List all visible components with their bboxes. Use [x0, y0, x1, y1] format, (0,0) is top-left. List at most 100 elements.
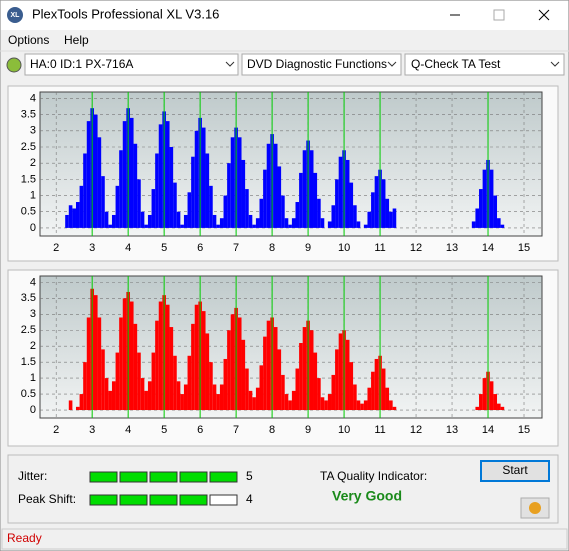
bar — [144, 390, 148, 411]
y-tick-label: 4 — [30, 276, 36, 288]
bar — [119, 317, 123, 411]
bar — [363, 224, 368, 228]
x-tick-label: 7 — [233, 242, 239, 254]
bar — [93, 295, 98, 411]
bar — [155, 153, 159, 228]
bar — [111, 381, 116, 411]
bar — [489, 169, 494, 228]
bar — [173, 182, 177, 228]
bar — [147, 214, 152, 228]
x-tick-label: 5 — [161, 424, 167, 436]
x-tick-label: 12 — [410, 242, 422, 254]
bar — [158, 301, 163, 411]
x-tick-label: 14 — [482, 242, 494, 254]
bar — [288, 400, 292, 411]
bar — [252, 224, 256, 228]
bar — [75, 406, 80, 411]
bar — [104, 211, 109, 228]
x-tick-label: 5 — [161, 242, 167, 254]
y-tick-label: 1 — [30, 372, 36, 384]
x-tick-label: 4 — [125, 242, 131, 254]
bar — [281, 374, 285, 411]
bar — [302, 150, 307, 228]
window-title: PlexTools Professional XL V3.16 — [32, 6, 219, 21]
bar — [187, 192, 192, 228]
bar — [180, 394, 184, 411]
meter-segment — [209, 471, 238, 483]
bar — [180, 224, 184, 228]
bar — [140, 378, 145, 411]
bar — [119, 150, 123, 228]
test-text: Q-Check TA Test — [411, 57, 501, 71]
dropdown-arrow — [550, 61, 560, 67]
bar — [216, 394, 220, 411]
x-tick-label: 3 — [89, 242, 95, 254]
bar — [371, 371, 375, 411]
bar — [223, 195, 228, 228]
maximize-button[interactable] — [493, 9, 505, 21]
bar — [309, 150, 314, 228]
x-tick-label: 14 — [482, 424, 494, 436]
bar — [374, 358, 379, 411]
start-button[interactable] — [480, 460, 550, 482]
bar — [471, 221, 476, 228]
drive-dropdown[interactable] — [24, 53, 239, 76]
dropdown-arrow — [387, 61, 397, 67]
bar — [291, 218, 296, 228]
bar — [284, 394, 289, 411]
x-tick-label: 3 — [89, 424, 95, 436]
function-text: DVD Diagnostic Functions — [247, 57, 387, 71]
drive-icon — [6, 57, 22, 73]
bar — [489, 381, 494, 411]
test-dropdown[interactable] — [404, 53, 565, 76]
bar — [263, 169, 267, 228]
meter-segment — [119, 471, 148, 483]
menu-item[interactable]: Help — [64, 33, 89, 47]
meter-segment — [119, 494, 148, 506]
x-tick-label: 10 — [338, 424, 350, 436]
bar — [101, 349, 105, 411]
close-button[interactable] — [538, 9, 550, 21]
bar — [137, 179, 141, 228]
menu-item[interactable]: Options — [8, 33, 49, 47]
bar — [230, 137, 235, 228]
y-tick-label: 2.5 — [21, 141, 36, 153]
bar — [183, 384, 188, 411]
peak-shift-value: 4 — [246, 492, 253, 506]
bar — [497, 403, 501, 411]
bar — [295, 202, 300, 228]
y-tick-label: 3.5 — [21, 292, 36, 304]
bar — [129, 117, 134, 228]
bar — [482, 169, 487, 228]
bar — [255, 387, 260, 411]
bar — [68, 400, 73, 411]
bar — [389, 400, 393, 411]
bar — [475, 208, 480, 228]
y-tick-label: 2 — [30, 340, 36, 352]
bar — [194, 130, 199, 228]
meter-segment — [179, 494, 208, 506]
bar — [201, 127, 206, 228]
bar — [97, 137, 102, 228]
bar — [360, 403, 364, 411]
meter-segment — [149, 471, 178, 483]
bar — [191, 156, 195, 228]
bar — [500, 224, 505, 228]
chart: 0 0.5 1 1.5 2 2.5 3 3.5 4 2 3 4 5 6 7 8 9 10 11 12 13 14 15 — [21, 275, 543, 436]
bar — [385, 387, 390, 411]
bar — [115, 352, 120, 411]
bar — [482, 378, 487, 411]
bar — [151, 189, 156, 228]
x-tick-label: 13 — [446, 242, 458, 254]
bar — [273, 143, 278, 228]
x-tick-label: 2 — [53, 242, 59, 254]
bar — [83, 153, 87, 228]
bar — [381, 368, 386, 411]
bar — [266, 143, 271, 228]
y-tick-label: 1 — [30, 189, 36, 201]
bar — [187, 355, 192, 411]
bar — [151, 352, 156, 411]
bar — [320, 397, 325, 411]
function-dropdown[interactable] — [241, 53, 402, 76]
